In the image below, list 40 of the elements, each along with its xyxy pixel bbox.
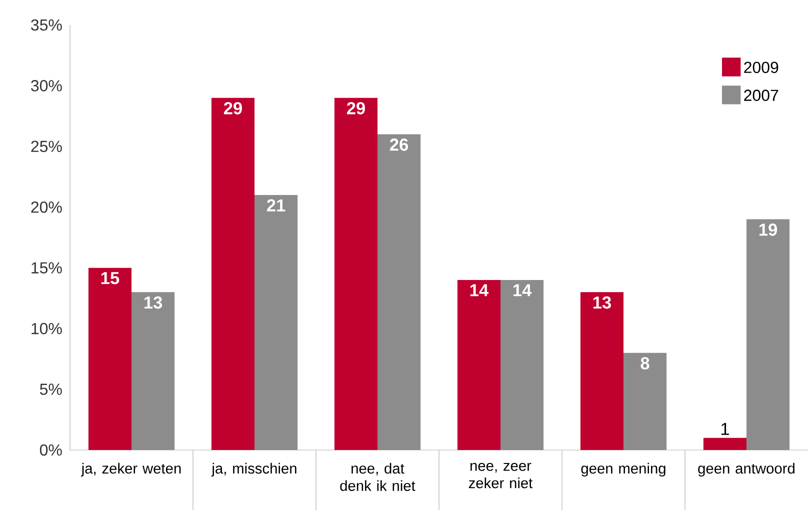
legend-label: 2009 — [744, 62, 778, 74]
bar — [580, 292, 624, 450]
data-label: 29 — [346, 102, 365, 114]
data-label: 1 — [721, 422, 729, 435]
data-label: 13 — [144, 296, 162, 309]
data-label: 26 — [390, 138, 408, 151]
bar — [457, 280, 500, 450]
x-tick-label: geen mening — [581, 462, 666, 477]
data-label: 8 — [640, 357, 650, 370]
y-tick-label: 20% — [31, 201, 62, 213]
bar — [746, 219, 790, 450]
data-label: 15 — [101, 272, 120, 284]
bar — [500, 280, 544, 450]
data-label: 19 — [759, 224, 777, 236]
bar — [377, 134, 421, 450]
y-tick-label: 15% — [32, 262, 62, 274]
bar — [703, 438, 746, 450]
y-tick-label: 5% — [40, 384, 62, 395]
x-tick-label: ja, zeker weten — [81, 462, 181, 477]
y-tick-label: 0% — [40, 444, 62, 456]
data-label: 14 — [513, 284, 532, 296]
bar — [211, 98, 254, 450]
y-tick-label: 25% — [31, 140, 62, 152]
bar — [334, 98, 378, 450]
y-tick-label: 10% — [32, 322, 62, 334]
data-label: 13 — [593, 296, 611, 309]
legend-label: 2007 — [744, 90, 778, 101]
x-tick-label: ja, misschien — [211, 462, 296, 477]
data-label: 14 — [470, 284, 489, 296]
bar — [88, 268, 132, 450]
y-tick-label: 35% — [31, 19, 62, 31]
data-label: 21 — [266, 199, 286, 212]
y-tick-label: 30% — [31, 80, 62, 92]
x-tick-label: nee, dat denk ik niet — [340, 462, 416, 491]
bar — [132, 292, 175, 450]
data-label: 29 — [224, 102, 242, 114]
x-tick-label: nee, zeer zeker niet — [468, 462, 533, 488]
bar — [623, 352, 667, 450]
x-tick-label: geen antwoord — [698, 462, 794, 477]
bar — [254, 194, 298, 450]
